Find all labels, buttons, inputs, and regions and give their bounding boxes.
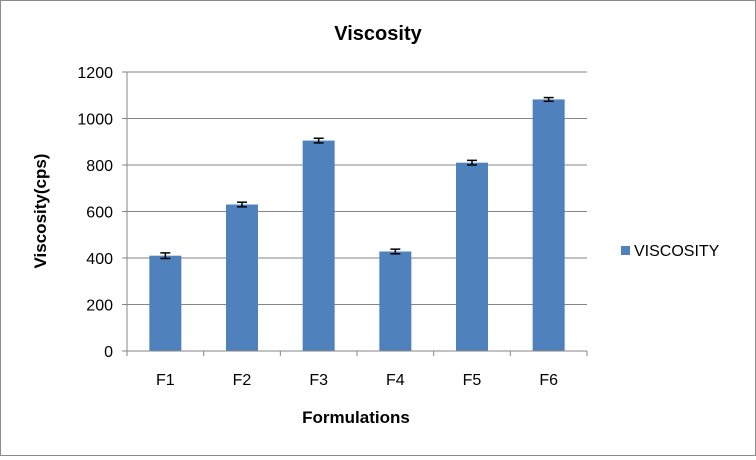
legend-label: VISCOSITY xyxy=(634,243,720,260)
bar-f6 xyxy=(532,99,565,351)
y-tick-label: 800 xyxy=(86,158,113,175)
legend: VISCOSITY xyxy=(621,243,720,260)
chart-title: Viscosity xyxy=(334,23,422,45)
x-tick-label: F5 xyxy=(463,372,482,389)
x-tick-label: F2 xyxy=(233,372,252,389)
x-tick-label: F1 xyxy=(156,372,175,389)
legend-swatch xyxy=(621,246,630,255)
bar-f3 xyxy=(302,140,335,351)
bar-f4 xyxy=(379,251,412,351)
y-tick-label: 0 xyxy=(104,344,113,361)
x-tick-label: F4 xyxy=(386,372,405,389)
y-tick-label: 400 xyxy=(86,251,113,268)
y-tick-label: 1000 xyxy=(77,112,113,129)
x-axis-title: Formulations xyxy=(302,408,410,427)
y-tick-label: 600 xyxy=(86,205,113,222)
x-tick-label: F6 xyxy=(539,372,558,389)
bar-f2 xyxy=(226,204,258,351)
x-tick-label: F3 xyxy=(309,372,328,389)
bar-f5 xyxy=(456,162,488,351)
y-tick-label: 1200 xyxy=(77,65,113,82)
y-axis-title: Viscosity(cps) xyxy=(31,154,50,269)
bar-f1 xyxy=(149,255,182,351)
y-tick-label: 200 xyxy=(86,298,113,315)
